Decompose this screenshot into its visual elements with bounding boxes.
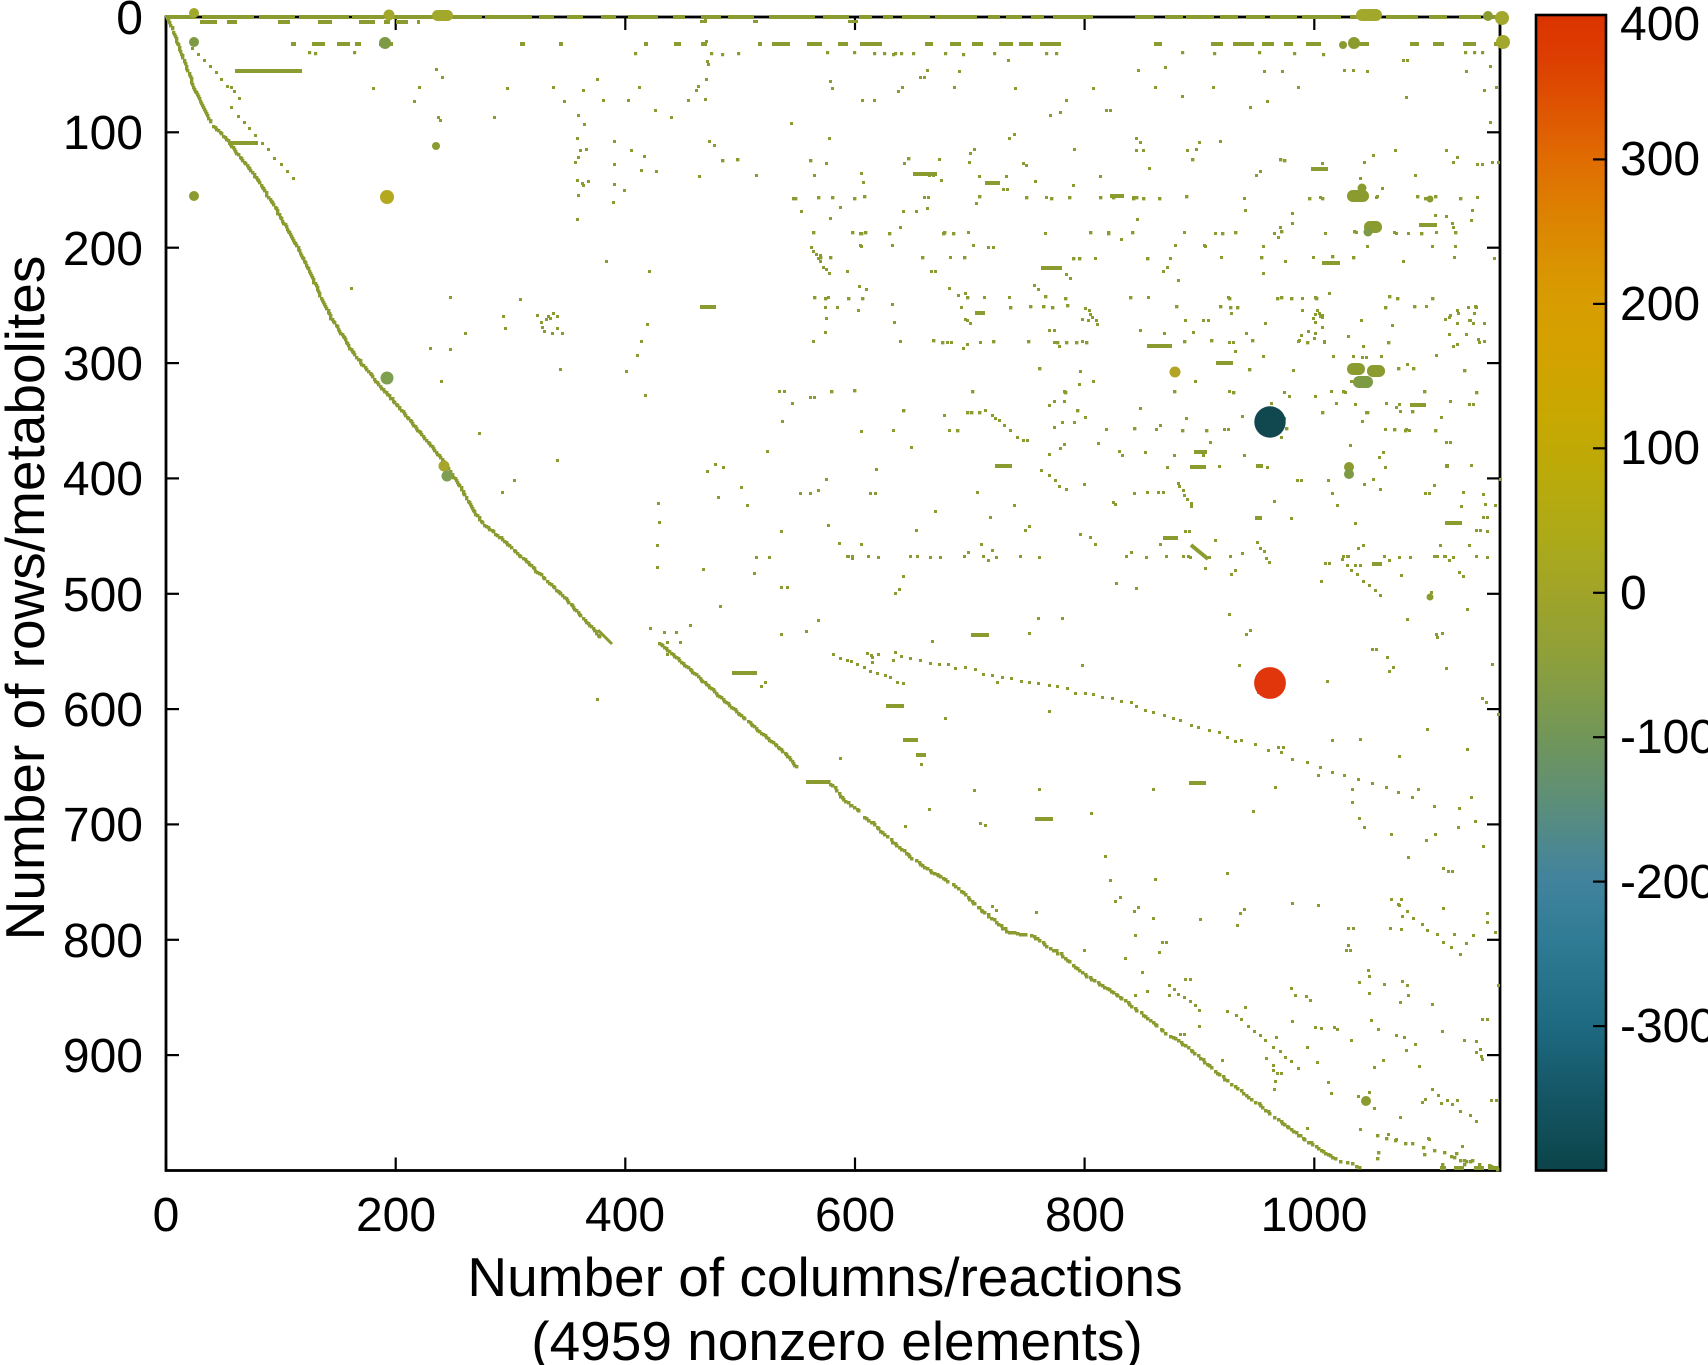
svg-text:Number of columns/reactions: Number of columns/reactions xyxy=(467,1246,1182,1308)
svg-text:400: 400 xyxy=(585,1189,665,1242)
svg-text:400: 400 xyxy=(1620,0,1700,51)
svg-text:100: 100 xyxy=(63,107,143,160)
svg-text:400: 400 xyxy=(63,453,143,506)
svg-text:800: 800 xyxy=(1045,1189,1125,1242)
svg-text:300: 300 xyxy=(63,338,143,391)
svg-text:0: 0 xyxy=(116,0,143,45)
svg-text:500: 500 xyxy=(63,569,143,622)
svg-text:1000: 1000 xyxy=(1261,1189,1368,1242)
svg-text:-300: -300 xyxy=(1620,1000,1708,1053)
svg-text:600: 600 xyxy=(815,1189,895,1242)
svg-text:0: 0 xyxy=(1620,567,1647,620)
svg-text:600: 600 xyxy=(63,684,143,737)
svg-text:200: 200 xyxy=(63,223,143,276)
svg-text:200: 200 xyxy=(356,1189,436,1242)
svg-text:-100: -100 xyxy=(1620,711,1708,764)
svg-text:-200: -200 xyxy=(1620,856,1708,909)
svg-text:Number of rows/metabolites: Number of rows/metabolites xyxy=(0,256,56,941)
svg-text:800: 800 xyxy=(63,915,143,968)
svg-text:(4959 nonzero elements): (4959 nonzero elements) xyxy=(531,1310,1142,1365)
svg-text:200: 200 xyxy=(1620,278,1700,331)
svg-text:300: 300 xyxy=(1620,133,1700,186)
svg-text:0: 0 xyxy=(153,1189,180,1242)
svg-text:700: 700 xyxy=(63,799,143,852)
svg-text:100: 100 xyxy=(1620,422,1700,475)
svg-text:900: 900 xyxy=(63,1030,143,1083)
